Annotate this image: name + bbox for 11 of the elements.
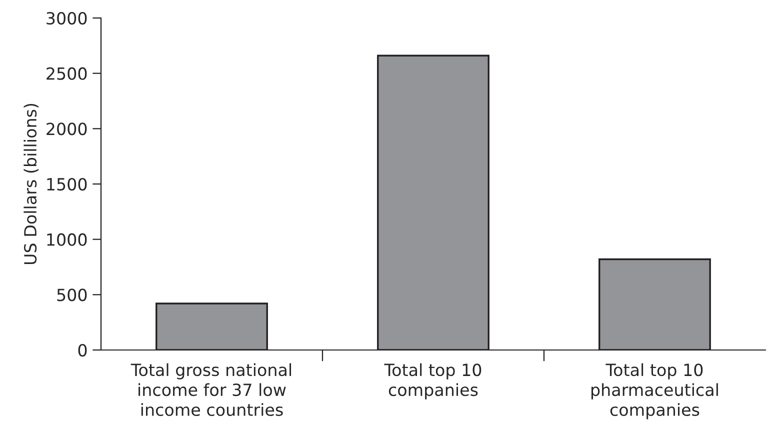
y-tick-label: 3000 <box>46 12 87 25</box>
x-tick-label: Total top 10 pharmaceutical companies <box>591 363 718 420</box>
y-tick-label: 1500 <box>47 178 87 191</box>
x-tick-label: Total gross national income for 37 low income countries <box>130 363 292 416</box>
y-tick-label: 1000 <box>47 233 87 246</box>
y-tick-label: 0 <box>78 344 87 357</box>
y-axis-title: US Dollars (billions) <box>24 104 39 264</box>
y-tick-label: 500 <box>57 288 87 302</box>
y-tick-label: 2500 <box>46 67 87 80</box>
y-tick-label: 2000 <box>46 122 87 136</box>
x-tick-label: Total top 10 companies <box>384 363 482 400</box>
